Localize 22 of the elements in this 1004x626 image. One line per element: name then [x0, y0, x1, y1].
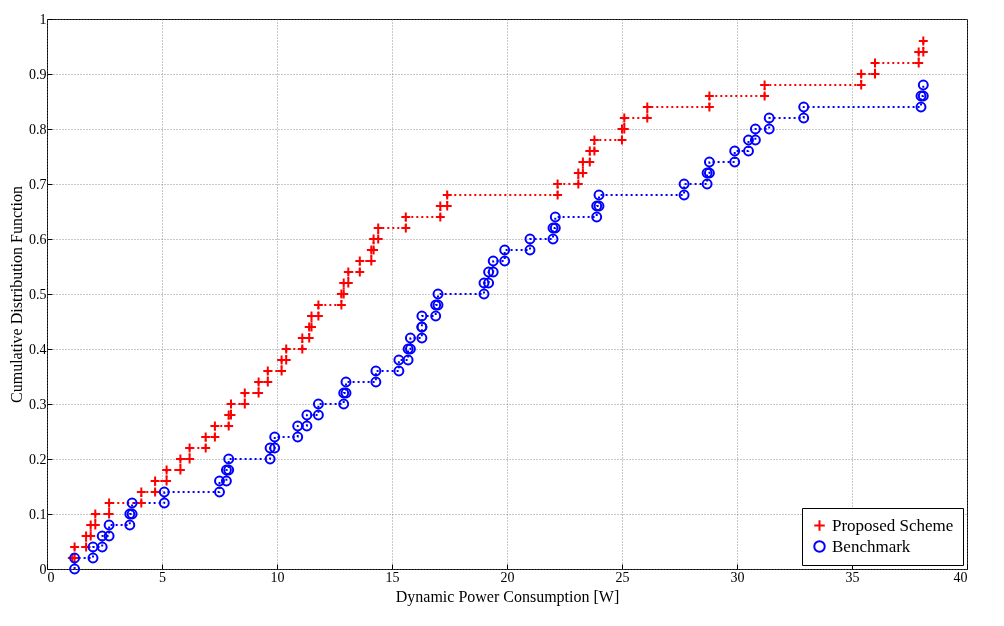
y-tick-label: 0.4 [29, 341, 47, 357]
y-tick-label: 0.3 [29, 396, 47, 412]
legend-label: Benchmark [832, 536, 911, 556]
x-tick-label: 25 [615, 569, 630, 585]
legend-label: Proposed Scheme [832, 515, 954, 535]
x-tick-label: 40 [953, 569, 968, 585]
y-tick-label: 0.8 [29, 121, 47, 137]
y-axis-title: Cumulative Distribution Function [8, 186, 25, 403]
y-tick-label: 0.2 [29, 451, 47, 467]
y-tick-label: 0.6 [29, 231, 47, 247]
x-tick-label: 30 [730, 569, 745, 585]
x-tick-label: 10 [270, 569, 285, 585]
y-tick-label: 0.7 [29, 176, 47, 192]
y-tick-label: 1 [39, 11, 47, 27]
x-tick-label: 35 [845, 569, 860, 585]
x-tick-label: 5 [159, 569, 166, 585]
y-tick-label: 0.5 [29, 286, 47, 302]
x-tick-label: 20 [500, 569, 515, 585]
x-axis-title: Dynamic Power Consumption [W] [395, 587, 620, 606]
y-tick-label: 0.1 [29, 506, 47, 522]
y-tick-label: 0.9 [29, 66, 47, 82]
x-tick-label: 15 [385, 569, 400, 585]
